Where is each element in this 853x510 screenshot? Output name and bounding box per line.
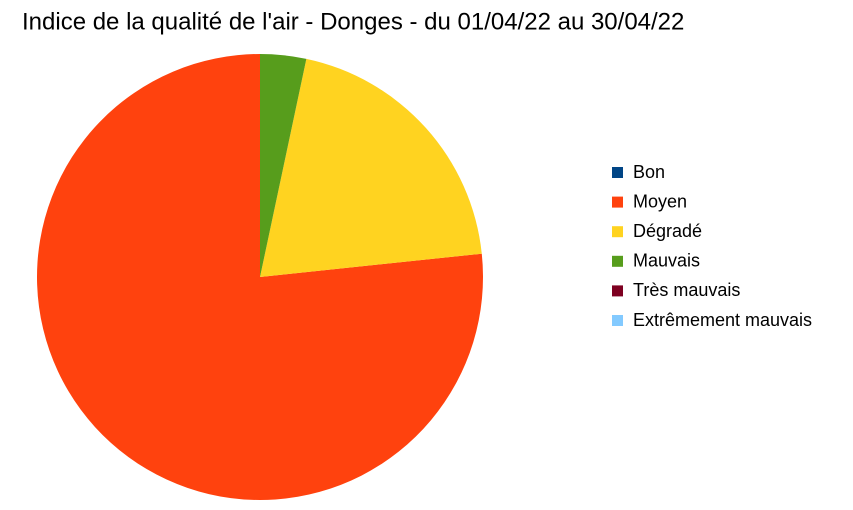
legend-label: Extrêmement mauvais xyxy=(633,310,812,330)
legend-label: Moyen xyxy=(633,191,687,211)
legend-swatch xyxy=(612,315,623,326)
legend-swatch xyxy=(612,285,623,297)
legend-label: Dégradé xyxy=(633,221,702,241)
pie-slice xyxy=(37,54,484,500)
legend-swatch xyxy=(612,226,623,238)
chart-title: Indice de la qualité de l'air - Donges -… xyxy=(22,8,684,35)
legend-swatch xyxy=(612,196,623,208)
legend-swatch xyxy=(612,167,623,178)
pie-slice xyxy=(260,58,482,278)
legend-label: Très mauvais xyxy=(633,280,740,300)
pie-slice xyxy=(260,54,307,277)
legend-swatch xyxy=(612,255,623,267)
legend-label: Bon xyxy=(633,162,665,182)
legend-label: Mauvais xyxy=(633,251,700,271)
